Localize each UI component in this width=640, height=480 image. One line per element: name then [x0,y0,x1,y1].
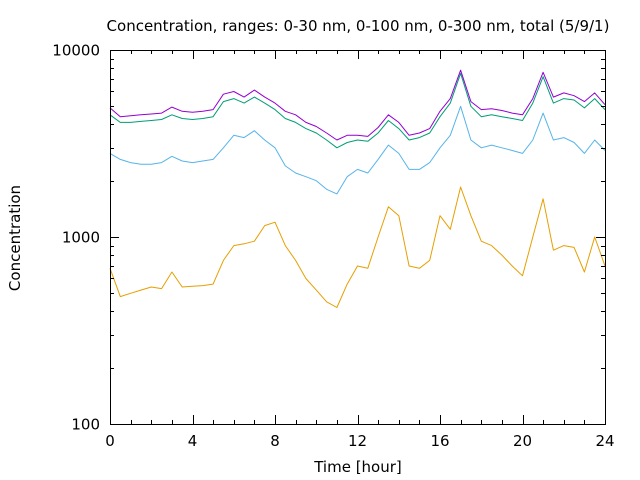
x-tick-label: 4 [188,432,198,450]
series-line-4 [109,69,606,141]
x-tick-label: 8 [270,432,280,450]
series-line-3 [109,72,606,149]
x-tick-label: 12 [348,432,367,450]
series-line-1 [109,186,606,308]
series-line-2 [109,105,606,195]
x-axis-label: Time [hour] [313,458,402,476]
y-axis-label: Concentration [6,185,24,291]
x-tick-label: 20 [513,432,532,450]
ticks-layer: 0 4 8 12 16 20 24 100 1000 10000 [52,42,614,451]
y-tick-label: 1000 [62,229,100,247]
x-tick-label: 0 [105,432,115,450]
series-layer [109,69,606,308]
x-tick-label: 16 [430,432,449,450]
y-tick-label: 100 [71,416,100,434]
x-tick-label: 24 [595,432,614,450]
y-tick-label: 10000 [52,42,100,60]
chart-title: Concentration, ranges: 0-30 nm, 0-100 nm… [107,17,610,35]
